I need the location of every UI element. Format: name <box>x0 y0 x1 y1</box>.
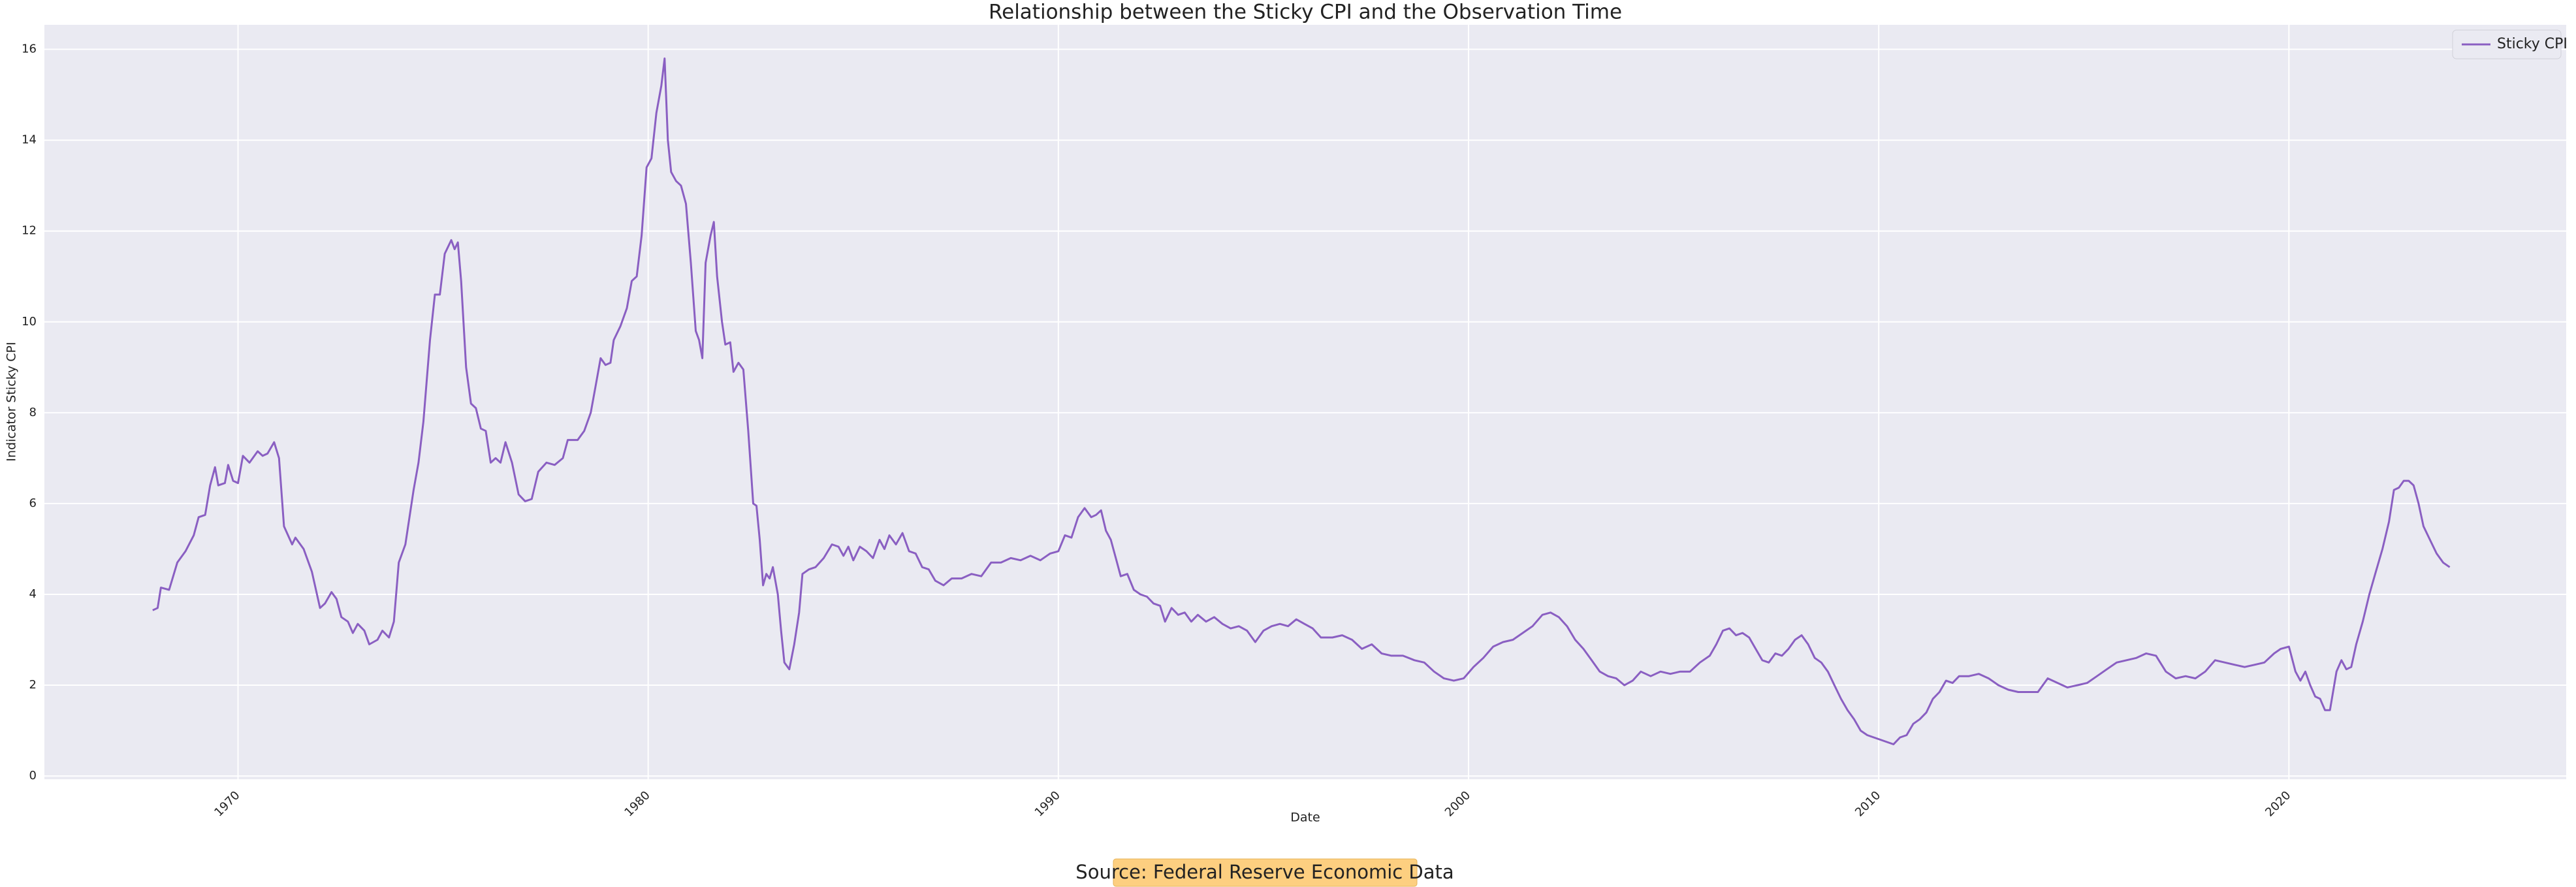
x-tick-label: 1970 <box>212 788 242 819</box>
source-note: Source: Federal Reserve Economic Data <box>1075 861 1454 883</box>
y-tick-label: 10 <box>22 315 37 329</box>
y-axis-label: Indicator Sticky CPI <box>5 342 19 461</box>
x-tick-label: 2020 <box>2263 788 2293 819</box>
x-tick-label: 2000 <box>1442 788 1473 819</box>
plot-area <box>44 25 2566 779</box>
x-tick-label: 1990 <box>1032 788 1063 819</box>
y-tick-label: 8 <box>29 406 37 419</box>
x-tick-label: 2010 <box>1852 788 1883 819</box>
data-line <box>152 57 2451 745</box>
source-box <box>1113 858 1418 887</box>
chart-title: Relationship between the Sticky CPI and … <box>989 1 1622 24</box>
x-tick-label: 1980 <box>622 788 652 819</box>
y-tick-label: 2 <box>29 678 37 692</box>
y-tick-label: 16 <box>22 42 37 56</box>
y-tick-label: 6 <box>29 496 37 510</box>
legend-box <box>2452 29 2562 59</box>
x-axis-label: Date <box>1290 811 1320 825</box>
y-tick-label: 0 <box>29 769 37 782</box>
y-tick-label: 14 <box>22 133 37 147</box>
y-tick-label: 12 <box>22 224 37 238</box>
y-tick-label: 4 <box>29 587 37 601</box>
legend-label: Sticky CPI <box>2497 36 2568 52</box>
